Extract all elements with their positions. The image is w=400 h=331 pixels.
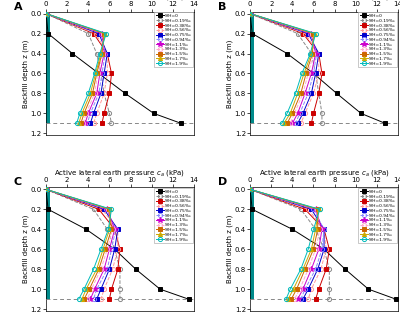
- Legend: S/H=0, S/H=0.19‰, S/H=0.38‰, S/H=0.56‰, S/H=0.75‰, S/H=0.94‰, S/H=1.1‰, S/H=1.3‰: S/H=0, S/H=0.19‰, S/H=0.38‰, S/H=0.56‰, …: [358, 188, 397, 243]
- Text: C: C: [14, 177, 22, 187]
- Legend: S/H=0, S/H=0.19‰, S/H=0.38‰, S/H=0.56‰, S/H=0.75‰, S/H=0.94‰, S/H=1.1‰, S/H=1.3‰: S/H=0, S/H=0.19‰, S/H=0.38‰, S/H=0.56‰, …: [154, 13, 193, 67]
- X-axis label: Active lateral earth pressure $c_a$ (kPa): Active lateral earth pressure $c_a$ (kPa…: [54, 168, 186, 178]
- X-axis label: Active lateral earth pressure $c_a$ (kPa): Active lateral earth pressure $c_a$ (kPa…: [258, 0, 390, 2]
- Text: A: A: [14, 2, 22, 12]
- Y-axis label: Backfill depth z (m): Backfill depth z (m): [227, 215, 233, 283]
- Y-axis label: Backfill depth z (m): Backfill depth z (m): [23, 39, 29, 108]
- X-axis label: Active lateral earth pressure $c_a$ (kPa): Active lateral earth pressure $c_a$ (kPa…: [258, 168, 390, 178]
- Y-axis label: Backfill depth z (m): Backfill depth z (m): [227, 39, 233, 108]
- Text: B: B: [218, 2, 226, 12]
- Legend: S/H=0, S/H=0.19‰, S/H=0.38‰, S/H=0.56‰, S/H=0.75‰, S/H=0.94‰, S/H=1.1‰, S/H=1.3‰: S/H=0, S/H=0.19‰, S/H=0.38‰, S/H=0.56‰, …: [154, 188, 193, 243]
- Text: D: D: [218, 177, 227, 187]
- Y-axis label: Backfill depth z (m): Backfill depth z (m): [23, 215, 29, 283]
- Legend: S/H=0, S/H=0.19‰, S/H=0.38‰, S/H=0.56‰, S/H=0.75‰, S/H=0.94‰, S/H=1.1‰, S/H=1.3‰: S/H=0, S/H=0.19‰, S/H=0.38‰, S/H=0.56‰, …: [358, 13, 397, 67]
- X-axis label: Active lateral earth pressure $c_a$ (kPa): Active lateral earth pressure $c_a$ (kPa…: [54, 0, 186, 2]
